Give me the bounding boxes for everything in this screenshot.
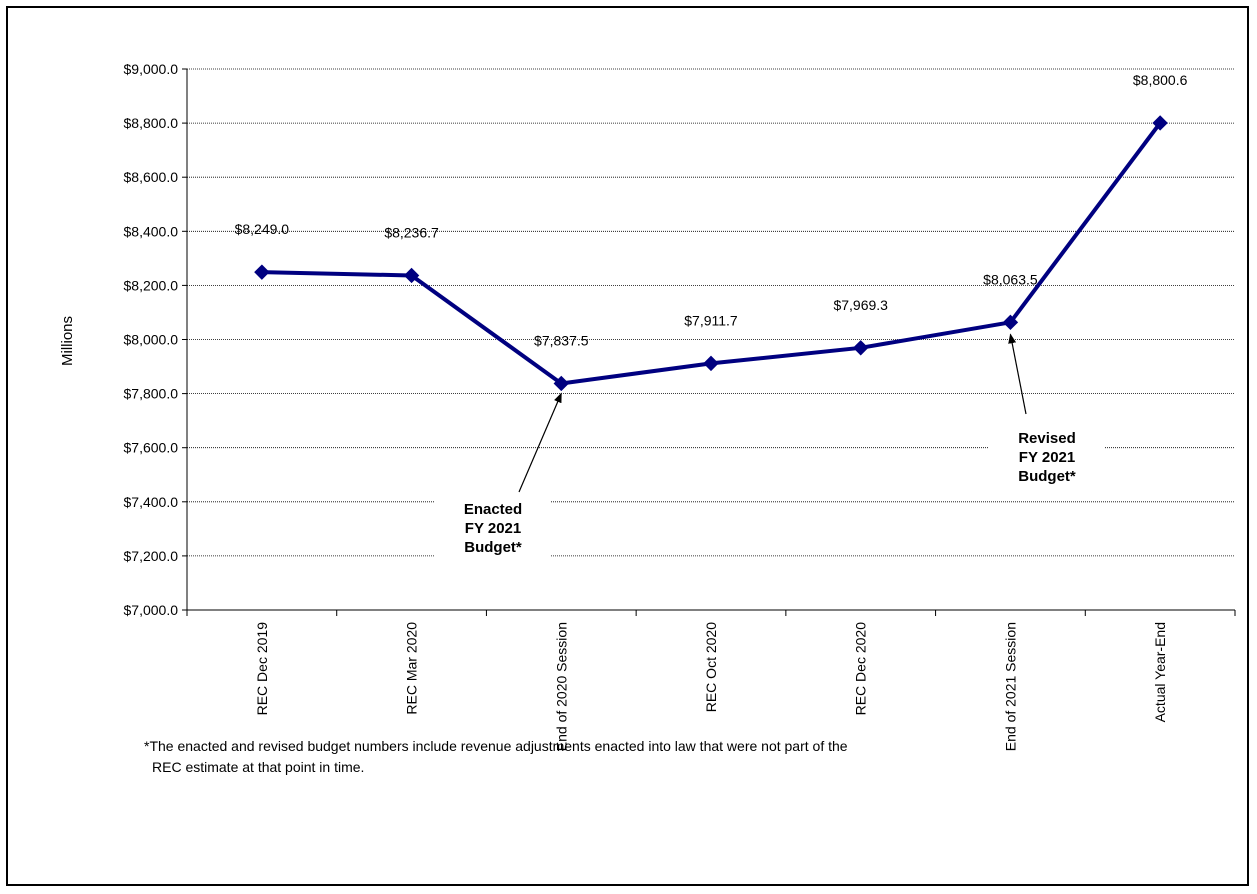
series-line <box>261 121 1162 386</box>
series <box>254 115 1168 392</box>
y-tick-label: $7,000.0 <box>124 602 179 618</box>
y-tick-label: $7,200.0 <box>124 548 179 564</box>
data-label: $8,236.7 <box>384 224 439 240</box>
data-label: $8,249.0 <box>235 221 290 237</box>
y-tick-label: $8,600.0 <box>124 169 179 185</box>
data-label: $7,911.7 <box>684 312 738 328</box>
data-label: $7,969.3 <box>833 297 888 313</box>
data-point-marker <box>1152 115 1168 131</box>
x-tick-label: REC Dec 2019 <box>254 622 270 716</box>
data-point-marker <box>703 355 719 372</box>
annotation-text: Budget* <box>1018 468 1076 485</box>
y-tick-label: $7,400.0 <box>124 494 179 510</box>
data-label: $8,800.6 <box>1133 72 1188 88</box>
annotation-arrow <box>1008 333 1027 415</box>
annotation-text: Budget* <box>464 539 522 556</box>
annotation-text: Revised <box>1018 430 1076 447</box>
annotation-box <box>989 425 1105 488</box>
data-point-marker <box>254 264 270 280</box>
annotations: Enacted FY 2021 Budget* Revised FY 2021 Budge… <box>435 333 1105 559</box>
data-point-marker <box>403 267 420 284</box>
y-tick-label: $8,200.0 <box>124 277 179 293</box>
footnote: *The enacted and revised budget numbers … <box>144 736 1144 778</box>
annotation-text: FY 2021 <box>1019 449 1075 466</box>
x-tick-label: REC Oct 2020 <box>703 622 719 712</box>
annotation-box <box>435 496 551 559</box>
gridlines <box>187 68 1235 557</box>
y-tick-labels: $7,000.0 $7,200.0 $7,400.0 $7,600.0 $7,800.0… <box>124 61 179 618</box>
x-tick-label: End of 2021 Session <box>1002 622 1018 751</box>
data-point-marker <box>1002 314 1019 331</box>
annotation-text: FY 2021 <box>465 520 521 537</box>
y-axis-title: Millions <box>59 316 76 366</box>
data-labels: $8,249.0 $8,236.7 $7,837.5 $7,911.7 $7,969.3… <box>235 72 1188 349</box>
x-tick-label: REC Dec 2020 <box>853 622 869 716</box>
data-point-marker <box>853 340 869 356</box>
y-tick-label: $8,400.0 <box>124 223 179 239</box>
annotation-arrow <box>518 392 562 493</box>
x-tick-label: REC Mar 2020 <box>404 622 420 715</box>
y-tick-label: $9,000.0 <box>124 61 179 77</box>
data-label: $7,837.5 <box>534 332 589 348</box>
y-tick-label: $7,800.0 <box>124 386 179 402</box>
x-tick-labels: REC Dec 2019 REC Mar 2020 End of 2020 Sess… <box>254 622 1168 751</box>
data-label: $8,063.5 <box>983 271 1038 287</box>
footnote-line-1: *The enacted and revised budget numbers … <box>144 738 848 754</box>
x-tick-label: End of 2020 Session <box>553 622 569 751</box>
y-tick-label: $7,600.0 <box>124 440 179 456</box>
y-tick-label: $8,000.0 <box>124 332 179 348</box>
annotation-text: Enacted <box>464 501 522 518</box>
footnote-line-2: REC estimate at that point in time. <box>152 759 365 775</box>
y-tick-label: $8,800.0 <box>124 115 179 131</box>
x-tick-label: Actual Year-End <box>1152 622 1168 722</box>
axes <box>182 68 1236 616</box>
data-point-marker <box>553 375 569 392</box>
